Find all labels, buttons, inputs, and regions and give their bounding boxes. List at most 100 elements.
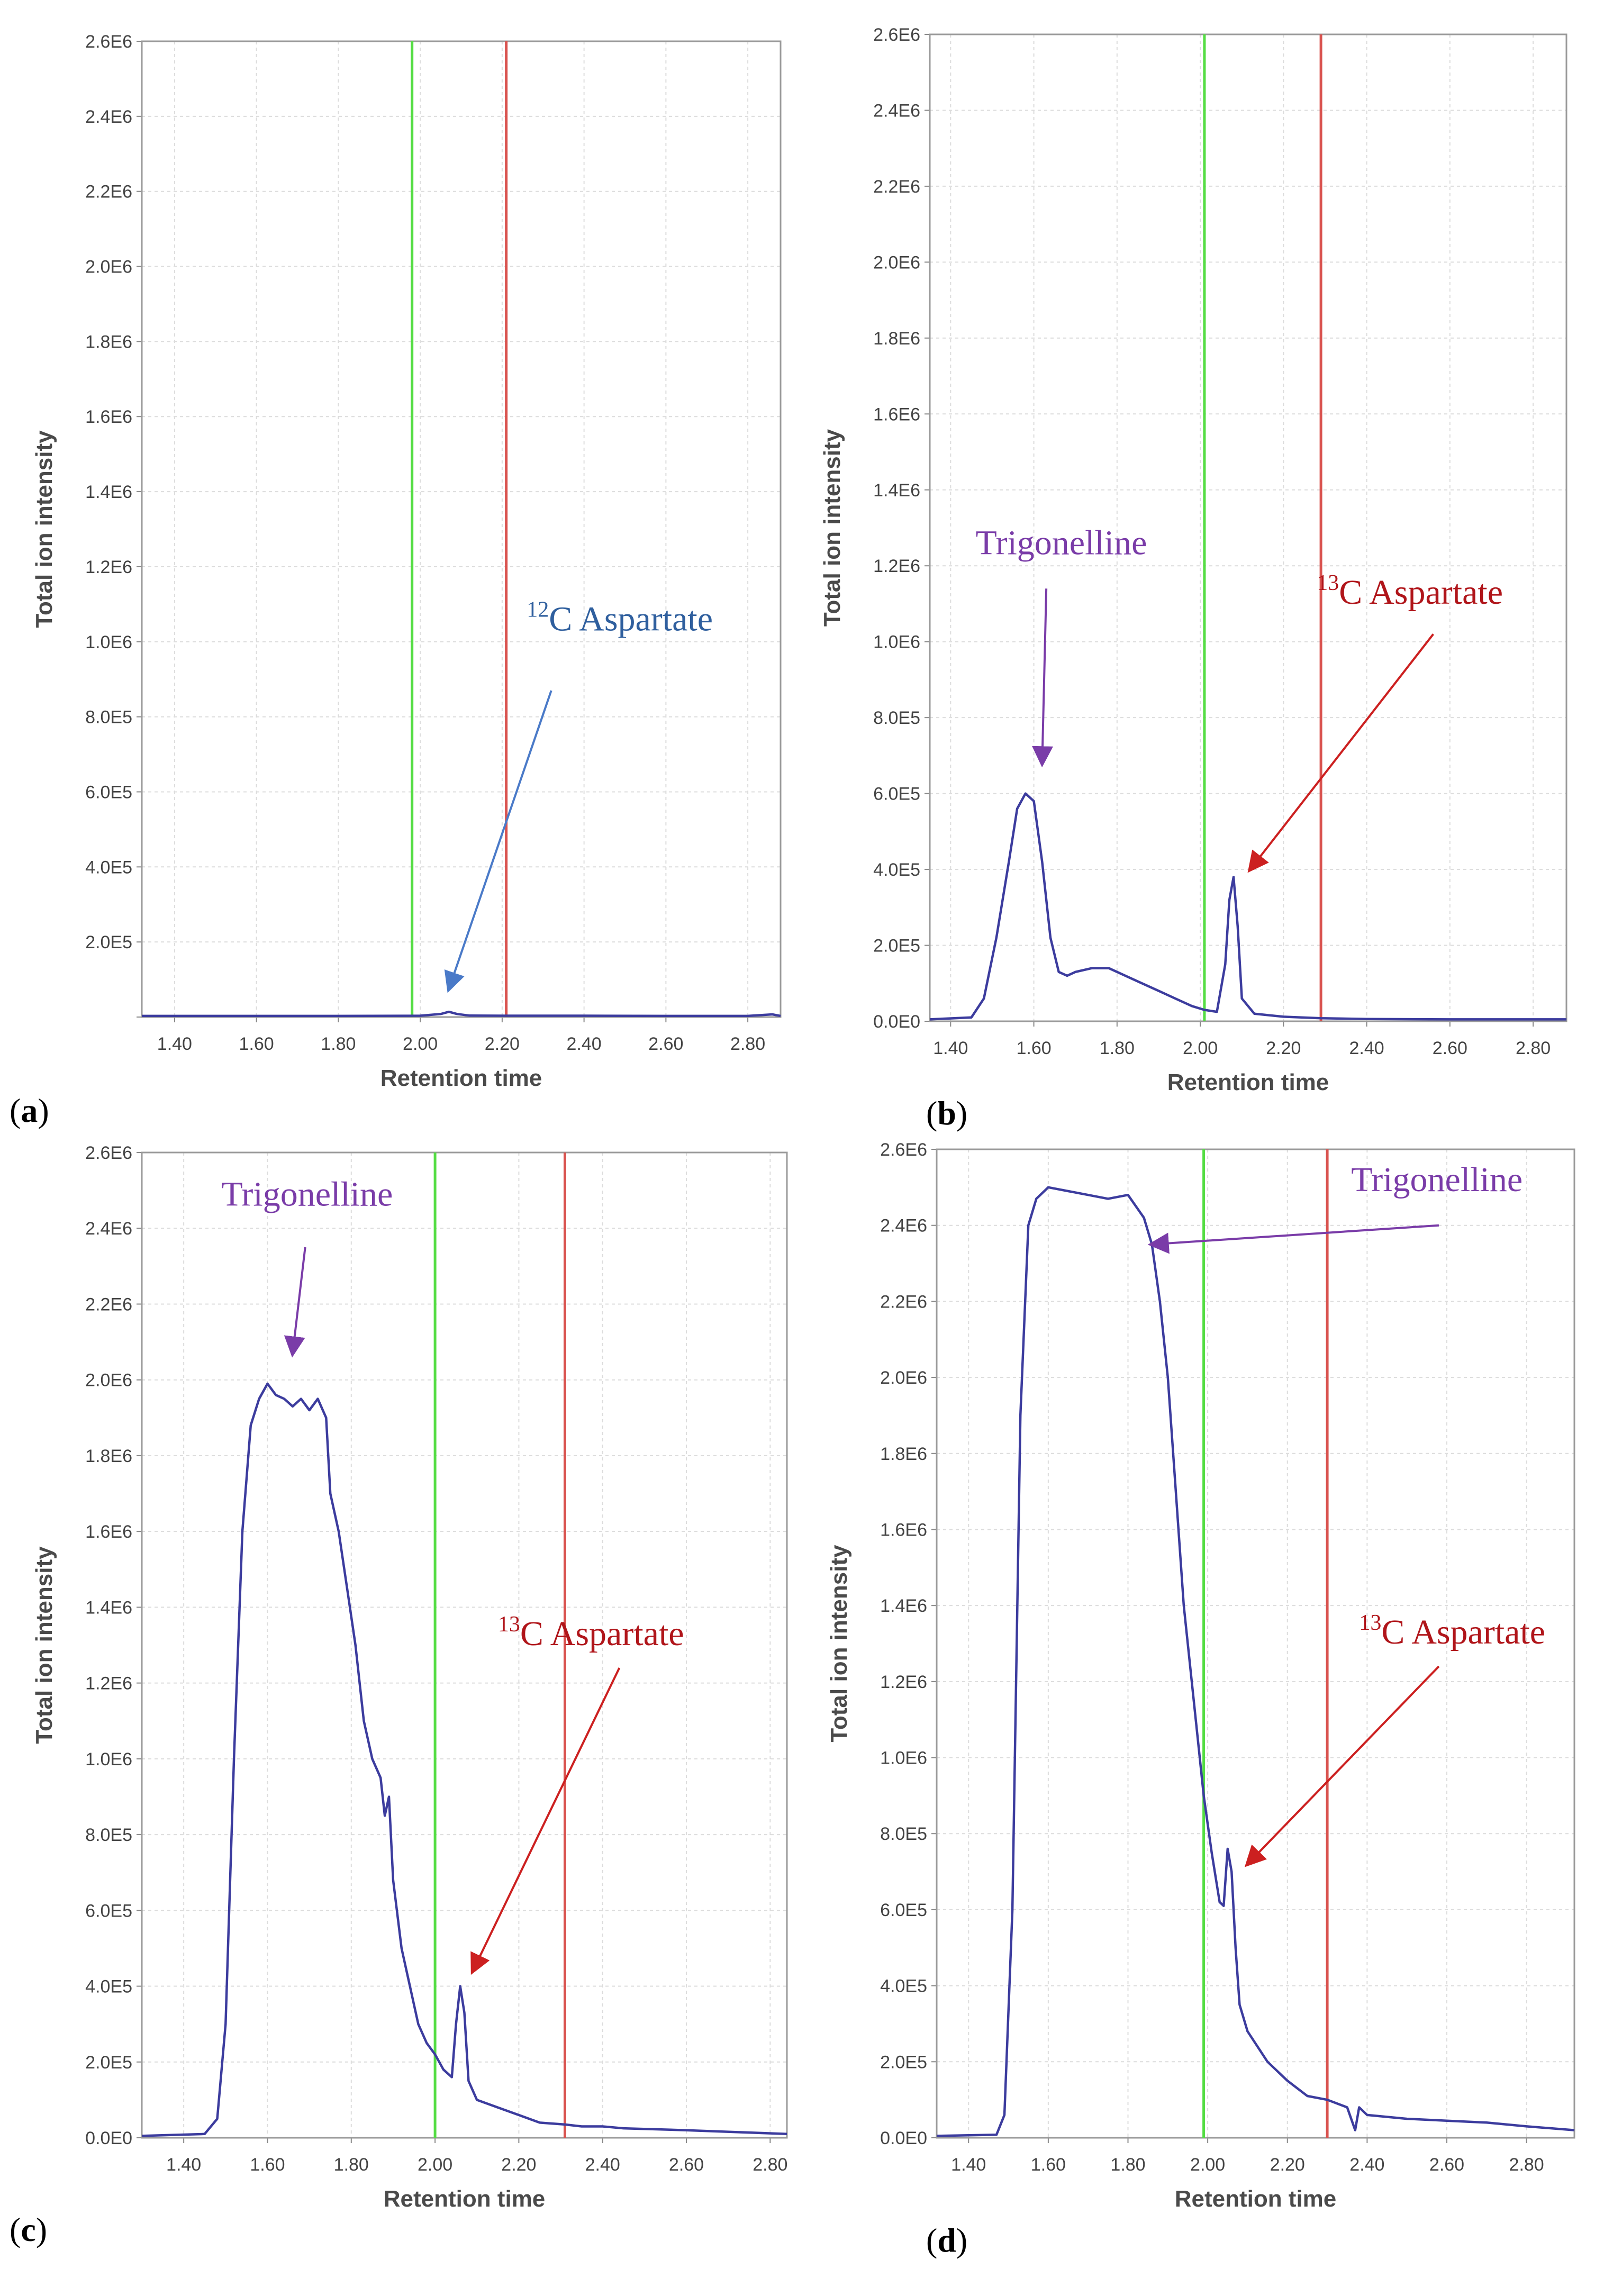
y-tick-label: 1.6E6	[873, 404, 920, 424]
y-tick-label: 8.0E5	[85, 707, 132, 728]
x-tick-label: 2.60	[648, 1034, 683, 1054]
y-tick-label: 2.0E6	[880, 1368, 927, 1388]
panel-label-b: (b)	[926, 1094, 967, 1132]
y-tick-label: 6.0E5	[880, 1900, 927, 1920]
y-tick-label: 2.2E6	[880, 1292, 927, 1312]
x-tick-label: 1.40	[166, 2155, 201, 2175]
plot-frame	[936, 1148, 1575, 2139]
x-tick-label: 2.00	[1190, 2155, 1225, 2175]
y-tick-label: 2.6E6	[85, 1143, 132, 1163]
y-tick-label: 6.0E5	[873, 784, 920, 804]
y-tick-label: 2.0E5	[880, 2052, 927, 2072]
x-tick-label: 1.80	[321, 1034, 356, 1054]
y-tick-label: 2.2E6	[85, 1294, 132, 1314]
plot-frame	[141, 1151, 788, 2139]
tic-series-line	[142, 1010, 781, 1018]
y-tick-label: 1.0E6	[873, 632, 920, 652]
y-axis-title: Total ion intensity	[826, 1545, 852, 1743]
x-tick-label: 1.40	[933, 1038, 968, 1058]
y-axis-title: Total ion intensity	[31, 1546, 57, 1744]
y-tick-label: 1.4E6	[85, 1598, 132, 1618]
x-tick-label: 2.00	[403, 1034, 438, 1054]
panel-label-d: (d)	[926, 2221, 967, 2259]
annotation-isotope: 12	[527, 597, 549, 622]
y-tick-label: 6.0E5	[85, 1901, 132, 1921]
x-tick-label: 2.60	[1429, 2155, 1464, 2175]
x-tick-label: 2.60	[1433, 1038, 1467, 1058]
annotation-isotope: 13	[1359, 1611, 1381, 1635]
y-tick-label: 2.0E5	[85, 2053, 132, 2073]
x-tick-label: 1.60	[1031, 2155, 1066, 2175]
y-tick-label: 8.0E5	[85, 1825, 132, 1845]
y-tick-label: 1.8E6	[880, 1444, 927, 1464]
x-tick-label: 2.80	[1509, 2155, 1544, 2175]
y-tick-label: 1.0E6	[85, 632, 132, 652]
y-tick-label: 1.6E6	[880, 1520, 927, 1540]
chart-panel-b: 0.0E0 2.0E5 4.0E5 6.0E5 8.0E5 1.0E6 1.2E6 1.4E6…	[819, 25, 1567, 1095]
y-tick-label: 4.0E5	[880, 1976, 927, 1996]
panel-label-c: (c)	[10, 2211, 47, 2248]
x-tick-label: 2.40	[1349, 1038, 1384, 1058]
y-axis-title: Total ion intensity	[31, 430, 57, 628]
annotation-arrow	[1032, 588, 1054, 768]
y-tick-label: 1.4E6	[880, 1596, 927, 1616]
x-axis-title: Retention time	[380, 1065, 542, 1091]
y-tick-label: 0.0E0	[873, 1012, 920, 1032]
y-tick-label: 2.0E6	[873, 252, 920, 273]
x-tick-label: 2.60	[669, 2155, 704, 2175]
x-tick-label: 2.80	[730, 1034, 765, 1054]
y-tick-label: 1.0E6	[880, 1748, 927, 1768]
annotation-arrow	[1247, 633, 1434, 873]
x-tick-label: 2.20	[485, 1034, 520, 1054]
y-tick-label: 1.2E6	[873, 556, 920, 576]
y-tick-label: 2.0E6	[85, 257, 132, 277]
x-tick-label: 1.80	[1110, 2155, 1145, 2175]
annotation-label: 12C Aspartate	[527, 597, 713, 638]
plot-area	[142, 41, 781, 1017]
y-tick-label: 0.0E0	[85, 2128, 132, 2148]
x-tick-label: 2.80	[753, 2155, 787, 2175]
plot-frame	[141, 40, 782, 1018]
x-tick-label: 1.80	[1100, 1038, 1135, 1058]
y-tick-label: 1.2E6	[85, 557, 132, 577]
y-tick-label: 1.8E6	[873, 329, 920, 349]
y-tick-label: 1.6E6	[85, 407, 132, 427]
x-tick-label: 1.40	[951, 2155, 986, 2175]
annotation-arrow	[284, 1247, 306, 1358]
annotation-label: Trigonelline	[975, 524, 1147, 562]
annotation-arrow	[1244, 1665, 1440, 1867]
y-tick-label: 1.8E6	[85, 1446, 132, 1466]
y-tick-label: 8.0E5	[873, 708, 920, 728]
y-tick-label: 2.0E5	[85, 932, 132, 952]
y-axis-title: Total ion intensity	[819, 429, 845, 627]
y-tick-label: 1.2E6	[880, 1672, 927, 1692]
x-tick-label: 2.00	[1183, 1038, 1218, 1058]
y-tick-label: 6.0E5	[85, 782, 132, 802]
y-tick-label: 2.6E6	[85, 32, 132, 52]
x-tick-label: 2.20	[501, 2155, 536, 2175]
y-tick-label: 2.4E6	[880, 1216, 927, 1236]
y-tick-label: 2.2E6	[85, 182, 132, 202]
chart-panel-c: 0.0E0 2.0E5 4.0E5 6.0E5 8.0E5 1.0E6 1.2E6 1.4E6…	[31, 1143, 788, 2212]
y-tick-label: 2.4E6	[85, 107, 132, 127]
annotation-arrow	[470, 1667, 621, 1975]
annotation-compound: C Aspartate	[1339, 573, 1503, 612]
annotation-compound: C Aspartate	[549, 600, 713, 638]
y-tick-label: 4.0E5	[873, 860, 920, 880]
annotation-label: 13C Aspartate	[1317, 571, 1503, 612]
y-tick-label: 2.6E6	[873, 25, 920, 45]
annotation-label: 13C Aspartate	[1359, 1611, 1545, 1651]
y-tick-label: 2.0E5	[873, 936, 920, 956]
x-tick-label: 1.80	[334, 2155, 369, 2175]
annotation-compound: C Aspartate	[520, 1614, 684, 1653]
y-tick-label: 2.0E6	[85, 1371, 132, 1391]
chart-panel-a: 2.0E5 4.0E5 6.0E5 8.0E5 1.0E6 1.2E6 1.4E6 1.6E6…	[31, 32, 782, 1091]
y-tick-label: 2.4E6	[85, 1219, 132, 1239]
chart-panel-d: 0.0E0 2.0E5 4.0E5 6.0E5 8.0E5 1.0E6 1.2E6 1.4E6…	[826, 1140, 1575, 2212]
y-tick-label: 1.4E6	[85, 482, 132, 502]
x-tick-label: 1.60	[1016, 1038, 1051, 1058]
x-tick-label: 2.40	[567, 1034, 602, 1054]
annotation-arrow	[444, 690, 552, 993]
annotation-label: Trigonelline	[221, 1175, 393, 1213]
